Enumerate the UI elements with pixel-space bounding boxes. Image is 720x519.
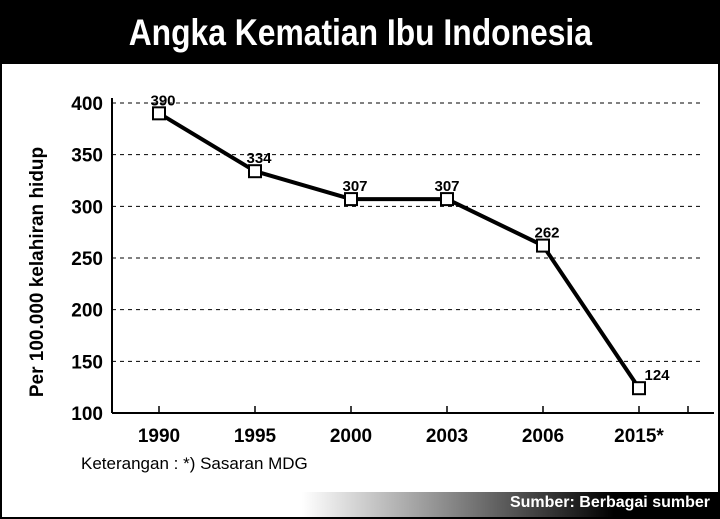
data-point — [536, 238, 550, 253]
y-tick-label: 350 — [71, 146, 103, 167]
x-tick-label: 2003 — [426, 426, 468, 447]
data-label: 124 — [644, 367, 670, 384]
y-tick-label: 150 — [71, 352, 103, 373]
data-label: 307 — [434, 178, 459, 195]
data-point — [632, 381, 646, 396]
title-bar: Angka Kematian Ibu Indonesia — [2, 2, 718, 64]
data-point — [152, 106, 166, 121]
source-bar: Sumber: Berbagai sumber — [302, 492, 718, 517]
chart-title: Angka Kematian Ibu Indonesia — [128, 12, 592, 53]
x-tick-label: 2015* — [614, 426, 664, 447]
data-point — [248, 164, 262, 179]
y-tick-label: 300 — [71, 197, 103, 218]
data-point — [344, 192, 358, 207]
y-tick-label: 250 — [71, 249, 103, 270]
x-tick-label: 1990 — [138, 426, 180, 447]
x-tick-label: 2000 — [330, 426, 372, 447]
x-tick-label: 2006 — [522, 426, 564, 447]
source-label: Sumber: Berbagai sumber — [509, 494, 710, 511]
series-line — [157, 111, 641, 390]
y-tick-label: 200 — [71, 301, 103, 322]
footnote: Keterangan : *) Sasaran MDG — [81, 454, 308, 473]
y-tick-label: 100 — [71, 404, 103, 425]
y-axis-label: Per 100.000 kelahiran hidup — [27, 147, 48, 397]
y-tick-label: 400 — [71, 94, 103, 115]
data-label: 307 — [342, 178, 367, 195]
data-label: 262 — [534, 225, 559, 242]
x-tick-label: 1995 — [234, 426, 277, 447]
data-point — [440, 192, 454, 207]
data-label: 334 — [246, 150, 272, 167]
data-label: 390 — [150, 92, 175, 109]
